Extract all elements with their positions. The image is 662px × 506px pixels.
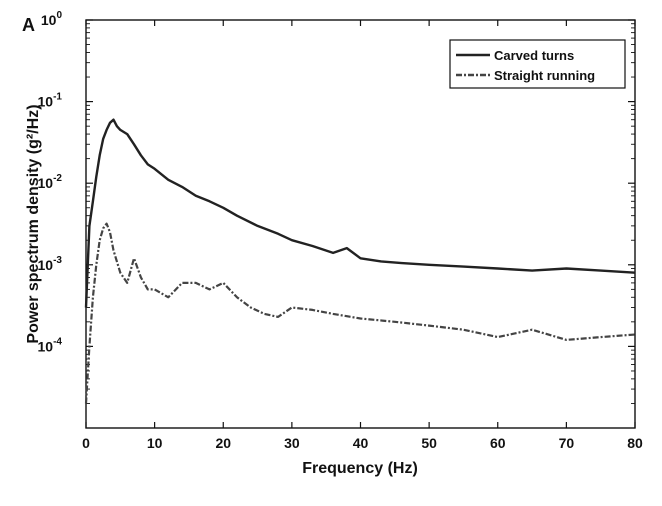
x-tick-label: 60 [490, 435, 506, 451]
series-line-straight-running [84, 222, 636, 404]
panel-label: A [22, 15, 35, 35]
series-line-carved-turns [84, 118, 636, 308]
x-tick-label: 30 [284, 435, 300, 451]
y-axis-label: Power spectrum density (g²/Hz) [25, 104, 42, 343]
x-axis-label: Frequency (Hz) [302, 460, 418, 477]
x-tick-label: 10 [147, 435, 163, 451]
y-tick-label: 100 [41, 10, 63, 28]
x-tick-label: 20 [215, 435, 231, 451]
legend-label-carved-turns: Carved turns [494, 48, 574, 63]
x-tick-label: 80 [627, 435, 643, 451]
x-tick-label: 50 [421, 435, 437, 451]
y-tick-label: 10-1 [38, 92, 63, 110]
legend-box [449, 39, 626, 89]
x-tick-label: 0 [82, 435, 90, 451]
series-layer [84, 118, 636, 404]
x-tick-label: 70 [559, 435, 575, 451]
legend-label-straight-running: Straight running [494, 68, 595, 83]
y-tick-label: 10-2 [38, 173, 63, 191]
y-tick-label: 10-4 [38, 336, 63, 354]
legend: Carved turns Straight running [449, 39, 626, 89]
x-tick-label: 40 [353, 435, 369, 451]
ticks-layer: 0 10 20 30 40 50 60 70 80 100 10-1 10-2 10-3 10-4 [38, 10, 643, 451]
y-tick-label: 10-3 [38, 255, 63, 273]
